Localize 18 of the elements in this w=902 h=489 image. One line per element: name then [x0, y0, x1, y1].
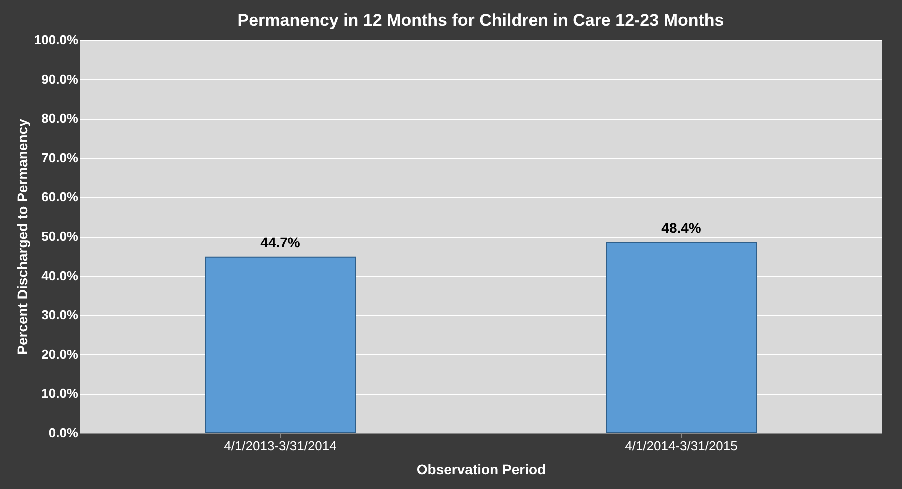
y-tick-label: 40.0%: [42, 268, 79, 284]
y-tick-label: 10.0%: [42, 386, 79, 402]
x-tick-label: 4/1/2014-3/31/2015: [625, 438, 738, 454]
y-tick-label: 30.0%: [42, 308, 79, 323]
y-tick-label: 90.0%: [42, 72, 79, 87]
y-tick-label: 0.0%: [48, 426, 79, 440]
x-tick-label: 4/1/2013-3/31/2014: [224, 438, 337, 454]
y-tick-label: 20.0%: [42, 346, 79, 362]
text: 44.7%: [260, 234, 300, 250]
y-tick-label: 50.0%: [42, 229, 79, 244]
x-axis-title: Observation Period: [416, 462, 546, 478]
y-tick-label: 60.0%: [42, 190, 79, 205]
y-tick-label: 100.0%: [34, 32, 79, 48]
chart-title: Permanency in 12 Months for Children in Care 12-23 Months: [238, 11, 724, 30]
y-tick-label: 70.0%: [42, 150, 79, 166]
text: 48.4%: [662, 220, 702, 236]
y-tick-label: 80.0%: [42, 111, 79, 126]
y-axis-title: Percent Discharged to Permanency: [14, 118, 30, 355]
